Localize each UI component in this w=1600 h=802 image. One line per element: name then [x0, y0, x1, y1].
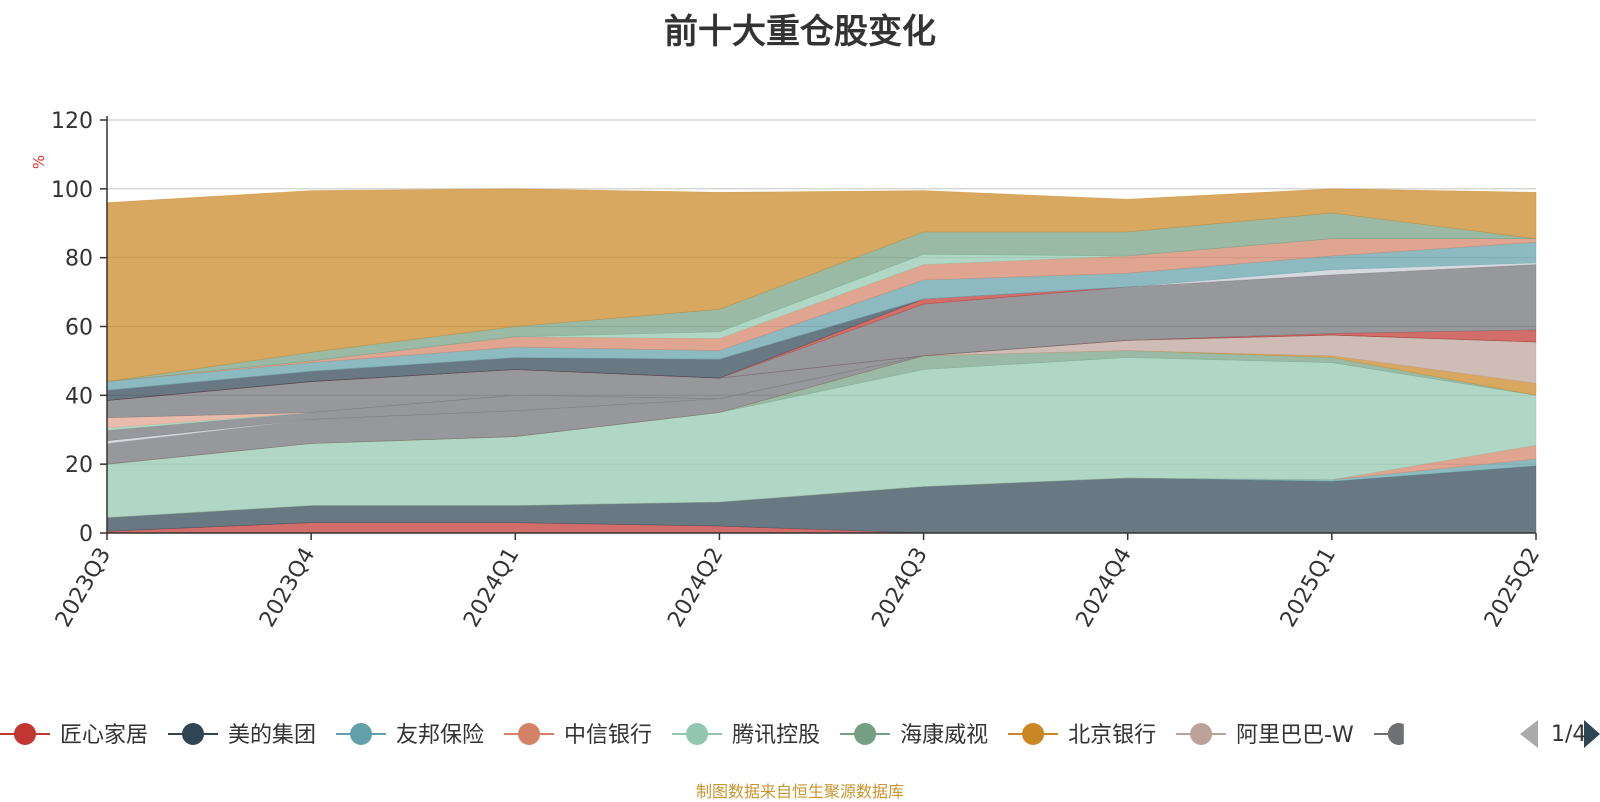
legend-marker [1387, 723, 1404, 745]
legend-item-4[interactable]: 腾讯控股 [672, 723, 820, 748]
y-tick-label: 80 [65, 247, 93, 272]
chart-title: 前十大重仓股变化 [664, 12, 936, 52]
legend-marker [854, 723, 877, 745]
legend-marker [518, 723, 541, 745]
legend-marker [182, 723, 205, 745]
y-axis-label: % [30, 155, 48, 169]
legend-marker [686, 723, 709, 745]
legend-marker [1190, 723, 1213, 745]
legend-item-3[interactable]: 中信银行 [504, 723, 652, 748]
x-tick-label: 2024Q3 [867, 544, 932, 632]
data-source-footer: 制图数据来自恒生聚源数据库 [695, 782, 904, 801]
y-tick-label: 120 [51, 109, 93, 134]
legend-label: 北京银行 [1068, 723, 1156, 748]
y-tick-label: 100 [51, 178, 93, 203]
legend-item-5[interactable]: 海康威视 [840, 723, 988, 748]
legend-next-page-icon[interactable] [1584, 720, 1600, 748]
x-tick-label: 2024Q2 [663, 544, 728, 632]
legend-label: 海康威视 [900, 723, 988, 748]
legend-item-6[interactable]: 北京银行 [1008, 723, 1156, 748]
x-tick-label: 2023Q4 [255, 544, 320, 632]
legend-label: 匠心家居 [60, 723, 148, 748]
legend-prev-page-icon[interactable] [1520, 720, 1538, 748]
legend-label: 中信银行 [564, 723, 652, 748]
legend-item-7[interactable]: 阿里巴巴-W [1176, 723, 1354, 748]
x-tick-label: 2025Q1 [1276, 544, 1341, 632]
legend-item-2[interactable]: 友邦保险 [336, 723, 484, 748]
legend-marker [14, 723, 36, 745]
legend-item-truncated[interactable] [1373, 723, 1424, 745]
legend-label: 阿里巴巴-W [1236, 723, 1354, 748]
area-layer [106, 188, 1537, 534]
legend-page-indicator: 1/4 [1551, 722, 1586, 747]
y-tick-label: 40 [65, 384, 93, 409]
x-tick-label: 2023Q3 [51, 544, 116, 632]
legend-marker [1022, 723, 1045, 745]
y-tick-label: 20 [65, 453, 93, 478]
legend-marker [350, 723, 373, 745]
area-series-23 [106, 188, 1537, 382]
y-tick-label: 60 [65, 316, 93, 341]
x-tick-label: 2024Q1 [459, 544, 524, 632]
y-tick-label: 0 [79, 522, 93, 547]
legend-label: 美的集团 [228, 723, 316, 748]
x-tick-label: 2024Q4 [1072, 544, 1137, 632]
legend-label: 腾讯控股 [732, 723, 820, 748]
legend-label: 友邦保险 [396, 723, 484, 748]
legend-item-1[interactable]: 美的集团 [168, 723, 316, 748]
x-tick-label: 2025Q2 [1480, 544, 1545, 632]
legend: 匠心家居 美的集团 友邦保险 中信银行 腾讯控股 海康威视 北京银行 阿里巴巴-W 1/4 [0, 720, 1600, 748]
legend-item-0[interactable]: 匠心家居 [0, 723, 148, 748]
